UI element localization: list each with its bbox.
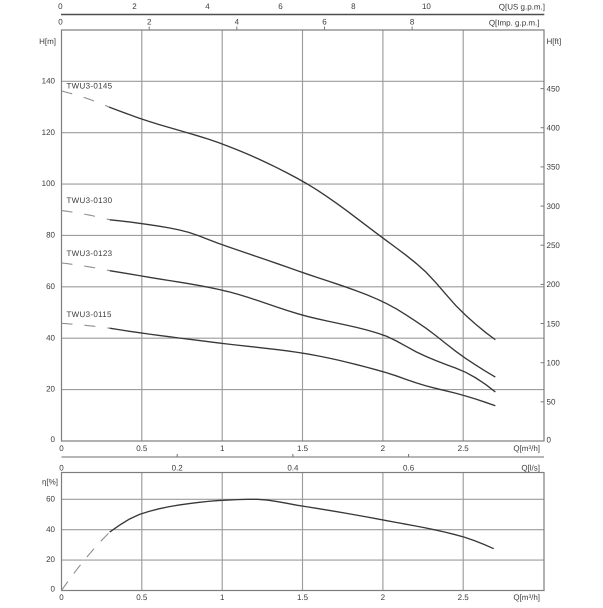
svg-text:TWU3-0130: TWU3-0130 [67, 196, 113, 205]
svg-text:1: 1 [220, 593, 225, 602]
svg-text:H[m]: H[m] [39, 37, 56, 46]
svg-text:80: 80 [46, 231, 55, 240]
svg-text:0: 0 [59, 593, 64, 602]
svg-text:Q[m³/h]: Q[m³/h] [513, 593, 540, 602]
svg-text:120: 120 [42, 128, 56, 137]
svg-text:40: 40 [46, 525, 55, 534]
svg-text:100: 100 [42, 179, 56, 188]
svg-text:60: 60 [46, 494, 55, 503]
svg-text:20: 20 [46, 385, 55, 394]
svg-text:Q[l/s]: Q[l/s] [521, 463, 540, 472]
svg-text:0: 0 [51, 435, 56, 444]
svg-text:6: 6 [322, 18, 327, 27]
svg-text:200: 200 [547, 280, 561, 289]
svg-text:2: 2 [381, 593, 386, 602]
svg-text:350: 350 [547, 163, 561, 172]
svg-text:0: 0 [59, 444, 64, 453]
svg-text:Q[m³/h]: Q[m³/h] [513, 444, 540, 453]
svg-text:1: 1 [220, 444, 225, 453]
svg-text:250: 250 [547, 241, 561, 250]
svg-text:0.5: 0.5 [136, 444, 148, 453]
svg-text:4: 4 [205, 2, 210, 11]
svg-text:300: 300 [547, 202, 561, 211]
svg-text:η[%]: η[%] [42, 477, 58, 486]
svg-text:100: 100 [547, 359, 561, 368]
svg-text:60: 60 [46, 282, 55, 291]
svg-text:TWU3-0123: TWU3-0123 [67, 249, 113, 258]
svg-text:2.5: 2.5 [458, 444, 470, 453]
svg-text:0.2: 0.2 [172, 463, 184, 472]
svg-text:450: 450 [547, 84, 561, 93]
svg-text:2: 2 [147, 18, 152, 27]
svg-text:150: 150 [547, 319, 561, 328]
svg-text:0: 0 [58, 2, 63, 11]
svg-text:10: 10 [422, 2, 431, 11]
svg-text:H[ft]: H[ft] [547, 37, 562, 46]
svg-text:20: 20 [46, 555, 55, 564]
svg-text:2.5: 2.5 [458, 593, 470, 602]
svg-text:0.4: 0.4 [287, 463, 299, 472]
svg-text:0: 0 [547, 436, 552, 445]
svg-text:TWU3-0145: TWU3-0145 [67, 81, 113, 90]
svg-text:4: 4 [235, 18, 240, 27]
svg-text:8: 8 [410, 18, 415, 27]
svg-text:0.5: 0.5 [136, 593, 148, 602]
svg-text:Q[US g.p.m.]: Q[US g.p.m.] [499, 2, 545, 11]
svg-text:Q[Imp. g.p.m.]: Q[Imp. g.p.m.] [489, 18, 540, 27]
svg-text:1.5: 1.5 [297, 444, 309, 453]
svg-text:0: 0 [59, 463, 64, 472]
svg-text:1.5: 1.5 [297, 593, 309, 602]
svg-text:TWU3-0115: TWU3-0115 [67, 310, 112, 319]
svg-text:400: 400 [547, 124, 561, 133]
svg-text:40: 40 [46, 333, 55, 342]
svg-text:50: 50 [547, 398, 556, 407]
svg-text:2: 2 [381, 444, 386, 453]
svg-text:0: 0 [51, 584, 56, 593]
svg-text:0.6: 0.6 [403, 463, 415, 472]
svg-text:140: 140 [42, 76, 56, 85]
svg-text:2: 2 [132, 2, 137, 11]
svg-text:8: 8 [351, 2, 356, 11]
svg-text:0: 0 [58, 18, 63, 27]
svg-text:6: 6 [278, 2, 283, 11]
